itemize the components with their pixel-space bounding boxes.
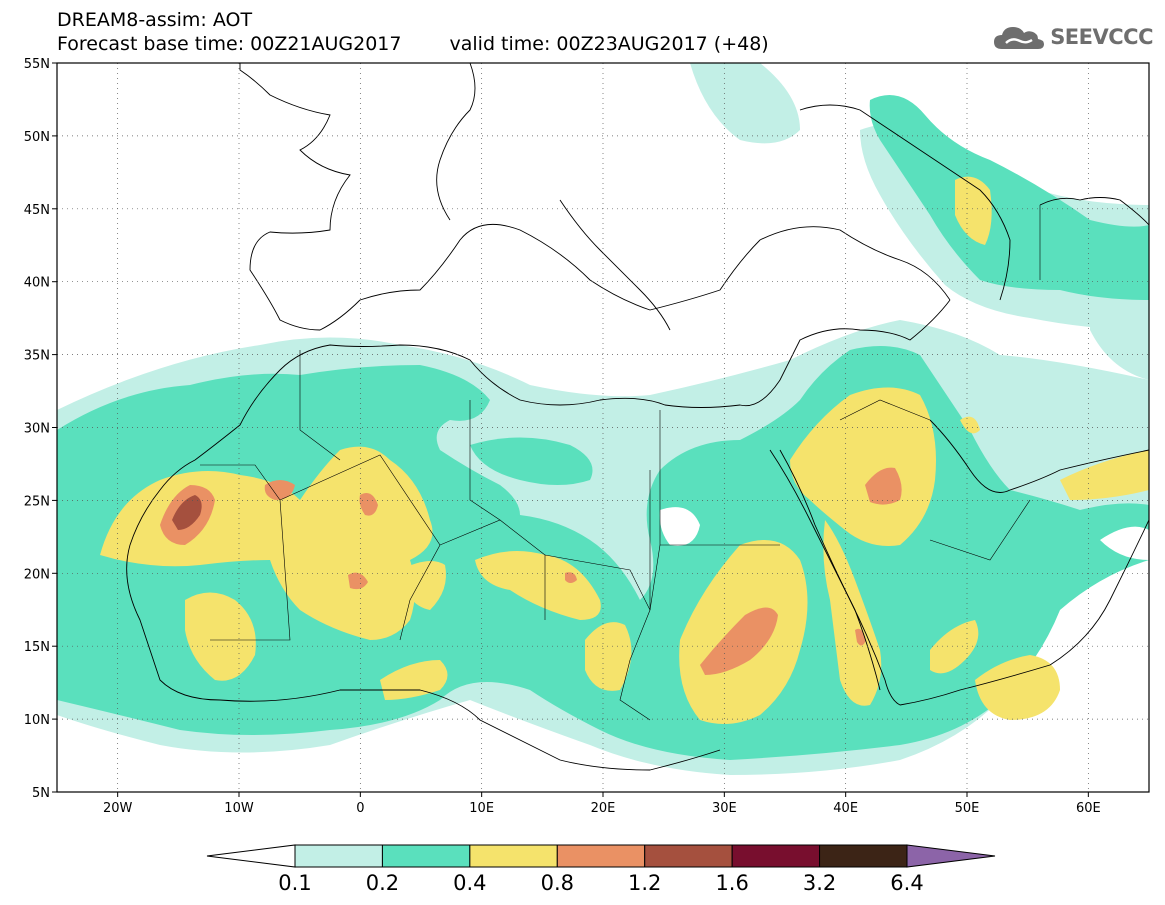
- lon-label: 10W: [224, 801, 254, 816]
- colorbar-level-label: 1.6: [715, 871, 748, 895]
- lon-label: 0: [356, 801, 364, 816]
- colorbar-segment: [644, 844, 733, 868]
- colorbar-level-label: 0.2: [366, 871, 399, 895]
- colorbar-level-label: 3.2: [803, 871, 836, 895]
- forecast-base-time: Forecast base time: 00Z21AUG2017: [57, 33, 402, 55]
- lat-label: 35N: [24, 349, 50, 364]
- coastlines-borders: [126, 63, 1149, 771]
- lat-label: 45N: [24, 203, 50, 218]
- lon-label: 60E: [1076, 801, 1101, 816]
- product-title: DREAM8-assim: AOT: [57, 9, 253, 31]
- lat-label: 5N: [32, 786, 50, 801]
- seevccc-logo: SEEVCCC: [992, 22, 1153, 52]
- latitude-labels: 55N 50N 45N 40N 35N 30N 25N 20N 15N 10N 5N: [24, 57, 50, 801]
- aot-level-1.2: [172, 495, 202, 530]
- lon-label: 30E: [712, 801, 737, 816]
- colorbar-legend: 0.1 0.2 0.4 0.8 1.2 1.6 3.2 6.4: [206, 844, 996, 895]
- lon-label: 40E: [833, 801, 858, 816]
- lat-label: 20N: [24, 567, 50, 582]
- colorbar-high-arrow: [906, 844, 996, 868]
- logo-text: SEEVCCC: [1050, 25, 1153, 49]
- colorbar-segment: [556, 844, 646, 868]
- lat-label: 15N: [24, 640, 50, 655]
- axis-ticks: [52, 62, 1089, 797]
- colorbar-segment: [819, 844, 908, 868]
- lon-label: 10E: [469, 801, 494, 816]
- colorbar-segment: [294, 844, 383, 868]
- lat-label: 50N: [24, 130, 50, 145]
- country-borders: [200, 205, 1041, 721]
- graticule: [57, 63, 1149, 792]
- colorbar-level-label: 6.4: [890, 871, 923, 895]
- lat-label: 30N: [24, 422, 50, 437]
- colorbar-level-label: 0.1: [278, 871, 311, 895]
- valid-time: valid time: 00Z23AUG2017 (+48): [449, 33, 769, 55]
- colorbar-segment: [469, 844, 558, 868]
- colorbar-level-label: 0.8: [541, 871, 574, 895]
- map-title: DREAM8-assim: AOT: [57, 9, 252, 31]
- lon-label: 50E: [955, 801, 980, 816]
- colorbar-level-label: 1.2: [628, 871, 661, 895]
- cloud-logo-icon: [994, 27, 1045, 49]
- time-info: Forecast base time: 00Z21AUG2017 valid ti…: [57, 33, 769, 55]
- lat-label: 40N: [24, 276, 50, 291]
- aot-clear-areas: [659, 507, 1149, 560]
- lat-label: 25N: [24, 494, 50, 509]
- lon-label: 20W: [103, 801, 133, 816]
- colorbar-segment: [381, 844, 471, 868]
- lat-label: 55N: [24, 57, 50, 72]
- lat-label: 10N: [24, 713, 50, 728]
- longitude-labels: 20W 10W 0 10E 20E 30E 40E 50E 60E: [103, 801, 1101, 816]
- lon-label: 20E: [591, 801, 616, 816]
- colorbar-low-arrow: [206, 844, 296, 868]
- colorbar-level-label: 0.4: [453, 871, 486, 895]
- colorbar-segment: [731, 844, 821, 868]
